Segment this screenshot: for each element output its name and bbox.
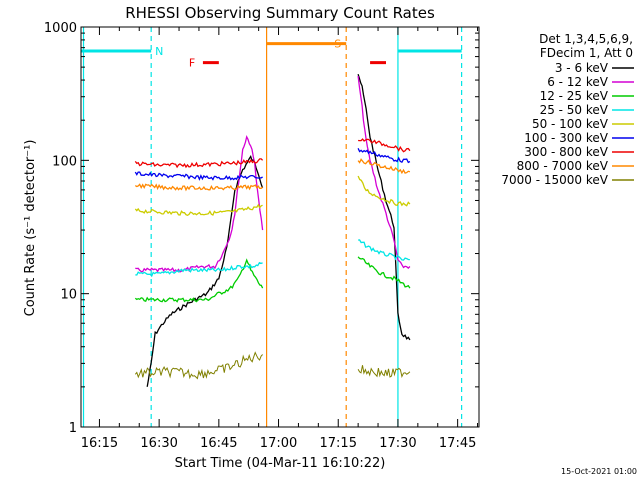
legend-header-line-1: Det 1,3,4,5,6,9,: [539, 32, 633, 46]
y-axis-label: Count Rate (s⁻¹ detector⁻¹): [23, 140, 38, 317]
state-label-n: N: [155, 45, 163, 58]
series-4-segment-1: [135, 261, 263, 278]
series-2-segment-2: [357, 75, 411, 269]
y-axis-label-text: Count Rate (s⁻¹ detector⁻¹): [23, 140, 38, 317]
legend-label-9: 7000 - 15000 keV: [501, 173, 608, 187]
series-5-segment-2: [357, 175, 411, 207]
series-1-segment-2: [357, 74, 411, 341]
axes: 1 10 100 1000 16:15 16:30 16:45 17:00 17:15 17:30…: [44, 21, 480, 451]
legend-label-8: 800 - 7000 keV: [517, 159, 609, 173]
series-7-segment-2: [358, 138, 411, 153]
y-tick-label-10: 10: [60, 288, 77, 303]
state-label-f: F: [189, 57, 195, 70]
series-4-segment-2: [358, 239, 410, 261]
x-tick-label-1730: 17:30: [379, 436, 416, 451]
series-6-segment-1: [134, 171, 263, 181]
x-tick-label-1700: 17:00: [260, 436, 297, 451]
legend-label-5: 50 - 100 keV: [532, 117, 609, 131]
timestamp-label: 15-Oct-2021 01:00: [561, 467, 637, 476]
x-axis-label: Start Time (04-Mar-11 16:10:22): [175, 456, 386, 471]
series-6-segment-2: [357, 148, 411, 164]
y-tick-label-1000: 1000: [44, 21, 77, 36]
series-1-segment-1: [146, 155, 264, 387]
state-label-s: S: [334, 38, 341, 51]
y-tick-label-100: 100: [52, 154, 77, 169]
x-tick-label-1645: 16:45: [200, 436, 237, 451]
x-tick-label-1630: 16:30: [140, 436, 177, 451]
chart-title: RHESSI Observing Summary Count Rates: [125, 4, 435, 22]
legend-header-line-2: FDecim 1, Att 0: [540, 46, 633, 60]
legend-label-4: 25 - 50 keV: [540, 103, 609, 117]
legend-label-1: 3 - 6 keV: [555, 61, 609, 75]
series-7-segment-1: [134, 158, 264, 169]
x-tick-label-1715: 17:15: [320, 436, 357, 451]
plot-area: N S F: [81, 27, 463, 427]
series-8-segment-2: [357, 158, 411, 175]
legend-label-6: 100 - 300 keV: [524, 131, 608, 145]
series-8-segment-1: [134, 183, 264, 192]
legend-label-3: 12 - 25 keV: [540, 89, 609, 103]
series-2-segment-1: [135, 135, 264, 273]
y-tick-label-1: 1: [69, 421, 77, 436]
series-9-segment-1: [134, 351, 263, 380]
legend-label-7: 300 - 800 keV: [524, 145, 608, 159]
series-3-segment-1: [134, 258, 264, 303]
series-9-segment-2: [357, 365, 411, 379]
x-tick-label-1745: 17:45: [439, 436, 476, 451]
plot-frame: [80, 26, 480, 428]
series-5-segment-1: [134, 203, 263, 217]
legend-label-2: 6 - 12 keV: [547, 75, 609, 89]
series-3-segment-2: [357, 256, 411, 289]
x-tick-label-1615: 16:15: [81, 436, 118, 451]
